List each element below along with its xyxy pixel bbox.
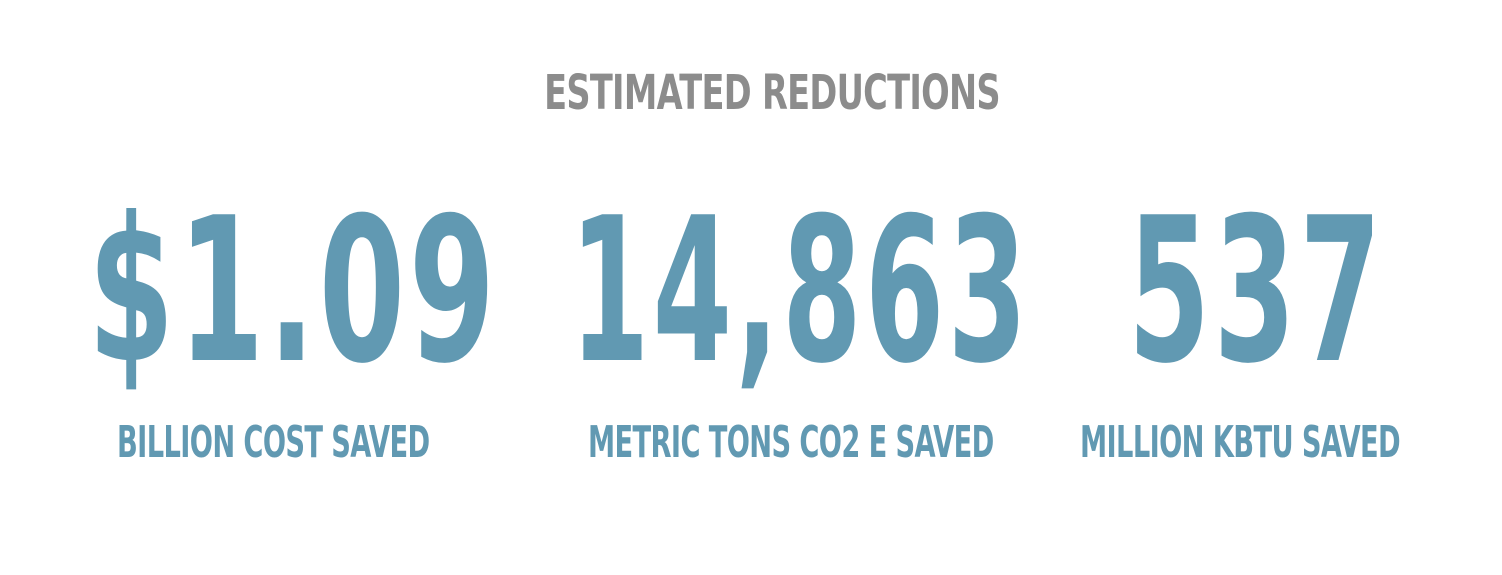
stat-value-emissions: 14,863 xyxy=(570,175,1031,408)
stat-value-cost: $1.09 xyxy=(88,175,499,408)
stat-value-energy: 537 xyxy=(1128,175,1385,408)
stat-label-emissions: METRIC TONS CO2 E SAVED xyxy=(588,417,994,468)
stat-label-cost: BILLION COST SAVED xyxy=(117,417,430,468)
page-title: ESTIMATED REDUCTIONS xyxy=(544,65,1001,121)
stat-label-energy: MILLION KBTU SAVED xyxy=(1080,417,1401,468)
